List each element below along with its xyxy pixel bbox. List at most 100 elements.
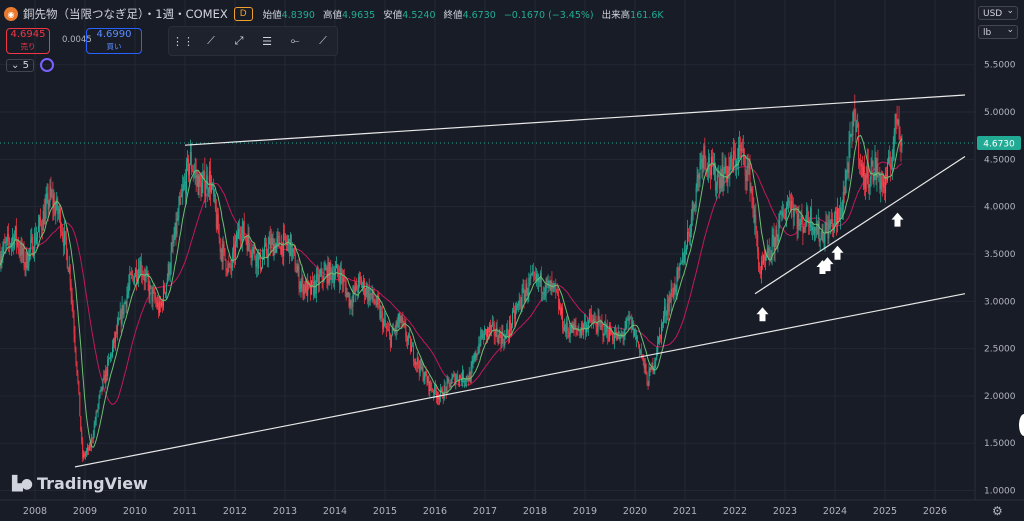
price-axis[interactable]: 5.5000 5.0000 4.5000 4.0000 3.5000 3.0000 2.50… — [974, 0, 1024, 521]
candle-body — [783, 211, 785, 218]
market-status-badge[interactable]: D — [233, 7, 253, 21]
candle-body — [163, 286, 165, 293]
candle-body — [725, 157, 727, 172]
candle-body — [228, 263, 230, 265]
candle-body — [257, 253, 259, 269]
candle-body — [369, 293, 371, 302]
candle-body — [867, 162, 869, 189]
time-axis[interactable]: 2008 2009 2010 2011 2012 2013 2014 2015 2016 2017… — [0, 499, 1024, 521]
candle-body — [763, 255, 765, 261]
candle-body — [546, 278, 548, 283]
candle-body — [573, 323, 575, 328]
candle-body — [697, 174, 699, 178]
candle-body — [518, 300, 520, 303]
candle-body — [602, 323, 604, 336]
candle-body — [310, 283, 312, 294]
candle-body — [324, 269, 326, 270]
support-arrow — [821, 257, 834, 272]
candle-body — [18, 249, 20, 252]
candle-body — [142, 275, 144, 277]
time-tick-label: 2018 — [523, 506, 547, 517]
candle-body — [468, 372, 470, 382]
candle-body — [709, 157, 711, 171]
buy-button[interactable]: 4.6990 買い — [86, 28, 142, 54]
candle-body — [308, 281, 310, 284]
candle-body — [793, 209, 795, 218]
candle-body — [781, 210, 783, 217]
candle-body — [666, 303, 668, 315]
candle-body — [462, 370, 463, 382]
candle-body — [682, 252, 684, 263]
candle-body — [831, 219, 833, 222]
candle-body — [380, 311, 382, 319]
candle-body — [25, 252, 27, 268]
candle-body — [383, 321, 385, 329]
candle-body — [74, 333, 76, 349]
candle-body — [159, 301, 161, 313]
indicator-settings-icon[interactable] — [39, 58, 54, 72]
trend-lines[interactable] — [74, 94, 966, 468]
symbol-title[interactable]: 銅先物（当限つなぎ足）・1週・COMEX — [23, 7, 228, 21]
time-tick-label: 2011 — [173, 506, 197, 517]
drag-handle-icon[interactable]: ⋮⋮ — [172, 34, 194, 48]
candle-body — [97, 404, 99, 412]
candle-body — [458, 380, 460, 383]
currency-select[interactable]: USD — [978, 4, 1018, 20]
candle-body — [224, 248, 226, 260]
candle-body — [532, 272, 534, 275]
candle-body — [376, 296, 378, 305]
indicator-toggle[interactable]: ⌄ 5 — [6, 58, 34, 72]
candle-body — [313, 281, 315, 296]
candle-body — [75, 348, 77, 362]
candle-body — [384, 319, 386, 322]
candle-body — [316, 273, 318, 275]
candle-body — [693, 205, 695, 211]
candle-body — [507, 328, 509, 335]
candle-body — [719, 177, 721, 189]
candle-body — [528, 277, 530, 293]
candle-body — [176, 218, 178, 235]
candle-body — [647, 385, 649, 387]
candle-body — [34, 233, 36, 254]
sell-button[interactable]: 4.6945 売り — [6, 28, 50, 54]
candle-body — [399, 313, 401, 323]
candle-body — [780, 210, 782, 215]
gear-icon[interactable]: ⚙ — [992, 504, 1003, 518]
candle-body — [87, 447, 88, 451]
candle-body — [741, 148, 743, 151]
extended-line-icon[interactable]: ⟋ — [319, 34, 327, 47]
candle-body — [669, 297, 671, 302]
scroll-handle[interactable] — [1019, 414, 1024, 436]
candle-body — [394, 330, 396, 332]
horizontal-ray-icon[interactable]: ⟜ — [290, 34, 300, 47]
candle-body — [513, 309, 515, 319]
candle-body — [494, 335, 496, 337]
candle-body — [245, 237, 247, 241]
unit-select[interactable]: lb — [978, 23, 1018, 39]
candle-body — [538, 278, 540, 283]
candle-body — [720, 177, 722, 188]
candle-body — [610, 326, 612, 335]
parallel-channel-icon[interactable]: ☰ — [262, 34, 272, 48]
candle-body — [180, 195, 182, 197]
candle-body — [492, 322, 494, 324]
trend-line-icon[interactable]: ⟋ — [207, 34, 215, 47]
candle-body — [204, 171, 206, 197]
candle-body — [584, 321, 586, 326]
candle-body — [893, 131, 895, 147]
candle-body — [859, 158, 861, 166]
candle-body — [317, 273, 319, 285]
candle-body — [319, 274, 321, 276]
candle-body — [442, 398, 444, 399]
candle-body — [254, 247, 256, 259]
ray-icon[interactable]: ⤢ — [234, 34, 244, 47]
candle-body — [787, 200, 789, 202]
candle-body — [58, 213, 60, 214]
candle-body — [900, 138, 902, 146]
candle-body — [140, 261, 142, 275]
candle-body — [88, 444, 90, 451]
candle-body — [548, 280, 550, 283]
candle-body — [302, 277, 304, 295]
candle-body — [143, 276, 145, 281]
